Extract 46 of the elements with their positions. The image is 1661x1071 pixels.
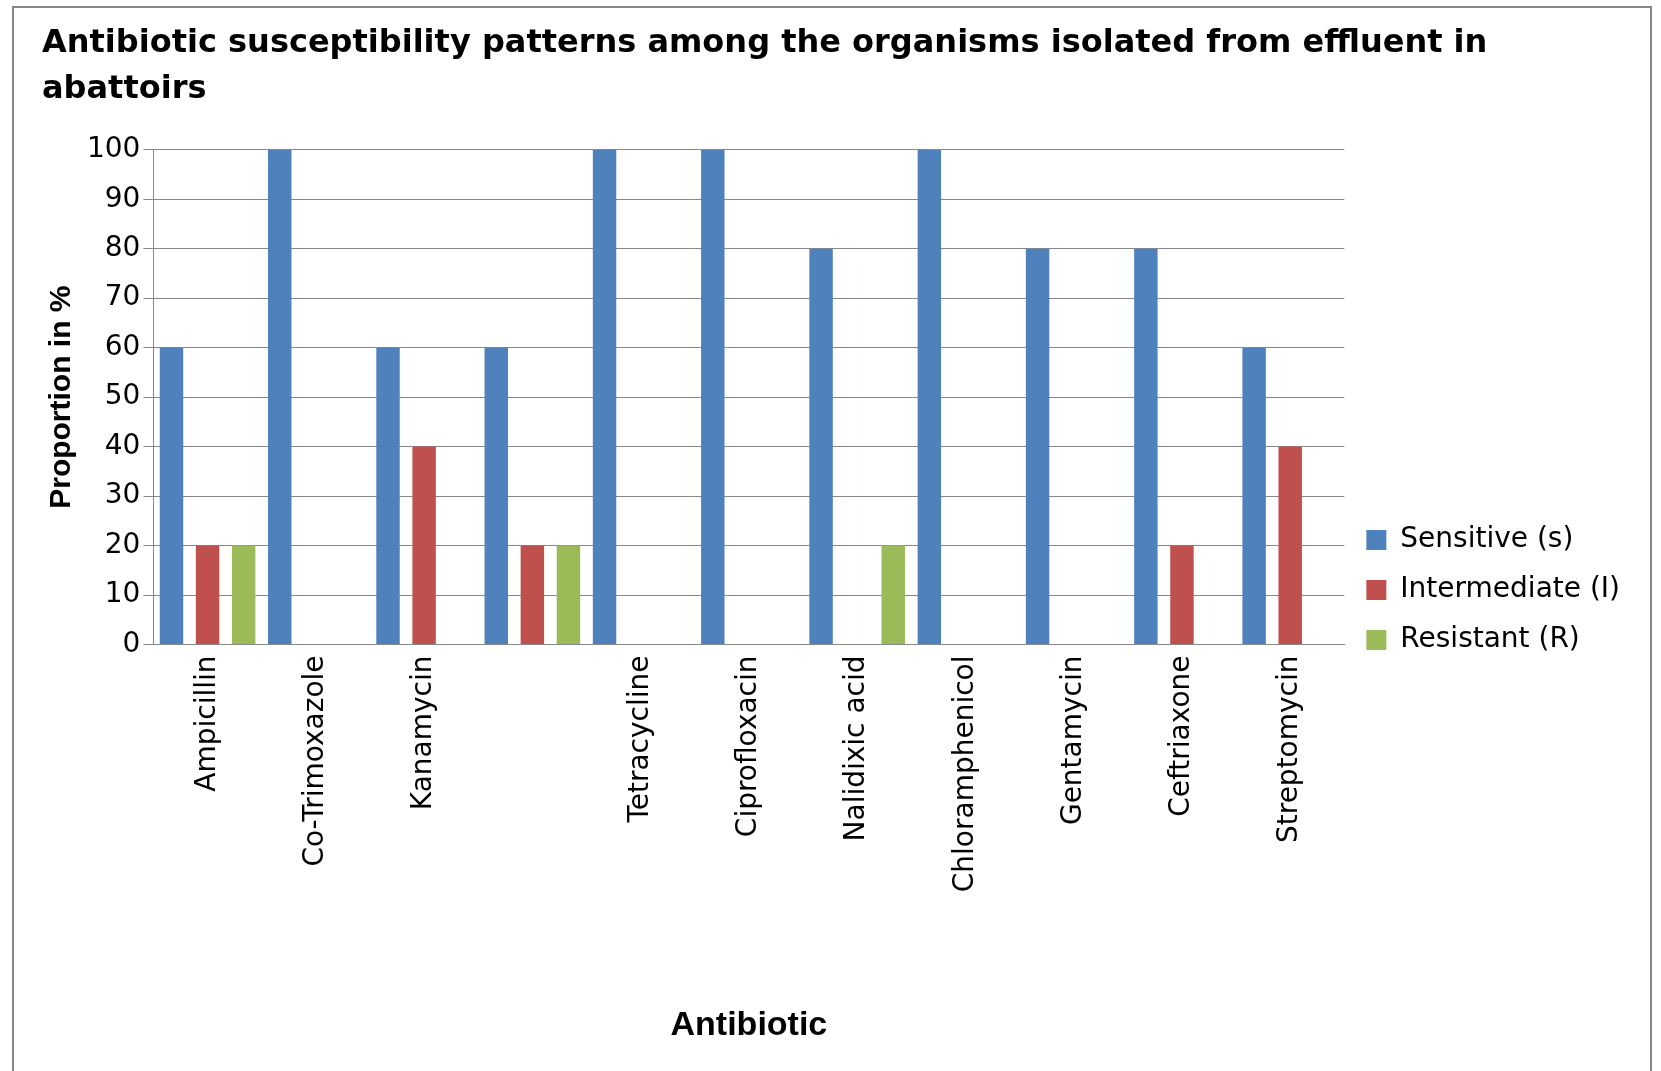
y-tick-label: 60 — [104, 328, 141, 362]
y-tick-label: 40 — [104, 427, 141, 461]
x-tick-label: Ciprofloxacin — [730, 655, 764, 838]
y-axis-title: Proportion in % — [43, 285, 77, 509]
x-tick-label: Ampicillin — [188, 655, 222, 792]
y-tick-label: 70 — [104, 279, 141, 313]
bar — [484, 347, 509, 644]
x-tick-label: Nalidixic acid — [838, 655, 872, 842]
bar — [592, 149, 617, 644]
x-tick-label: Tetracycline — [621, 655, 655, 824]
x-tick-label: Streptomycin — [1271, 655, 1305, 843]
bar — [556, 545, 581, 644]
bar — [195, 545, 220, 644]
bar — [917, 149, 942, 644]
bar — [376, 347, 400, 644]
bar — [412, 446, 436, 644]
bar — [881, 545, 905, 644]
y-tick-label: 90 — [104, 180, 141, 214]
x-tick-label: Gentamycin — [1054, 655, 1088, 826]
legend-label: Intermediate (I) — [1400, 571, 1620, 605]
y-tick-label: 10 — [104, 576, 141, 610]
x-tick-label: Kanamycin — [405, 655, 439, 811]
bar — [231, 545, 256, 644]
y-tick-label: 100 — [86, 131, 141, 165]
bar — [809, 248, 833, 644]
y-tick-label: 50 — [104, 378, 141, 412]
bar — [268, 149, 292, 644]
bar — [1025, 248, 1050, 644]
y-tick-label: 80 — [104, 230, 141, 264]
bar — [520, 545, 545, 644]
legend-label: Resistant (R) — [1400, 621, 1580, 655]
bar — [159, 347, 184, 644]
bar — [701, 149, 725, 644]
legend-label: Sensitive (s) — [1400, 521, 1574, 555]
x-tick-label: Co-Trimoxazole — [297, 655, 331, 867]
x-tick-label: Ceftriaxone — [1163, 655, 1197, 817]
bar — [1242, 347, 1266, 644]
y-tick-label: 20 — [104, 526, 141, 560]
y-tick-label: 0 — [122, 625, 141, 659]
x-tick-label: Chloramphenicol — [946, 655, 980, 893]
x-axis-title: Antibiotic — [670, 1003, 828, 1042]
chart-title: Antibiotic susceptibility patterns among the organisms isolated from effluent in abattoirs — [42, 21, 1489, 108]
bar — [1278, 446, 1302, 644]
y-tick-label: 30 — [104, 477, 141, 511]
bar — [1134, 248, 1158, 644]
bar — [1170, 545, 1194, 644]
